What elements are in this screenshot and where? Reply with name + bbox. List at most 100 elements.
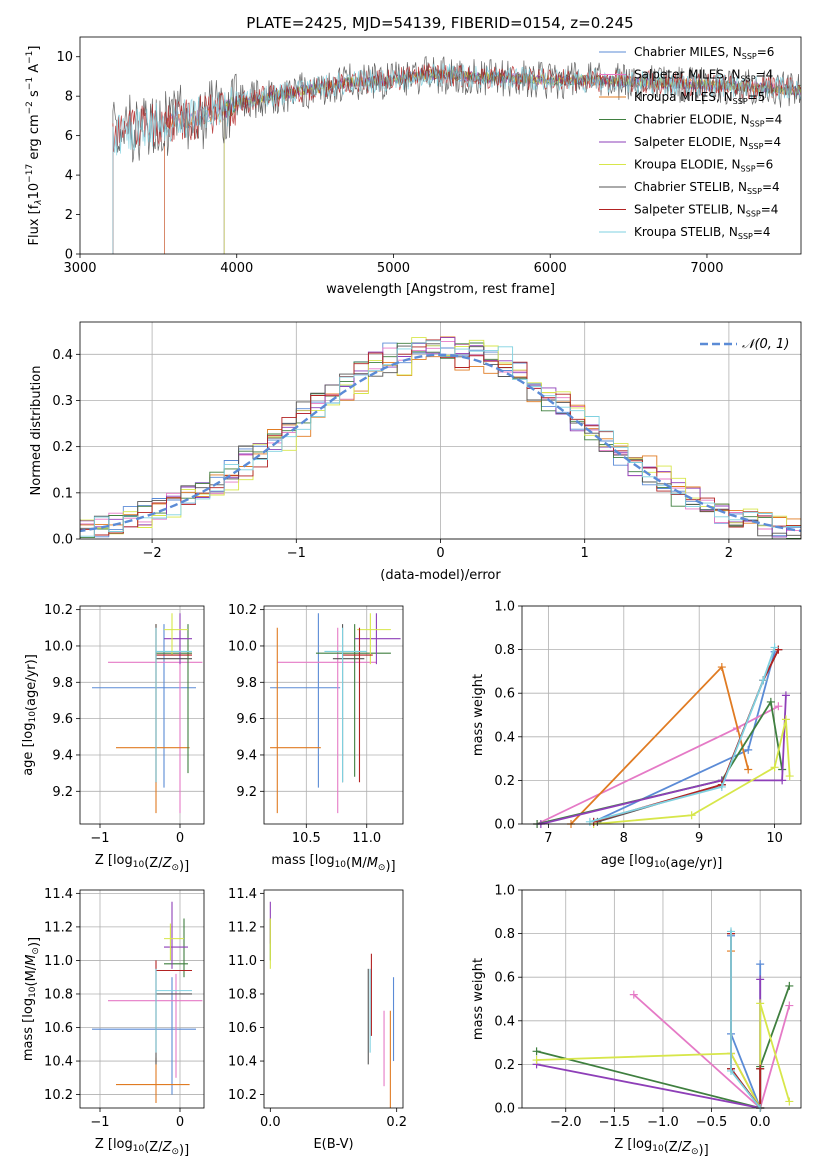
- weight-marker: [774, 702, 783, 711]
- y-axis-label: age [log10(age/yr)]: [21, 654, 39, 776]
- y-tick-label: 0.4: [494, 730, 515, 745]
- x-tick-label: 7000: [690, 261, 723, 276]
- age-vs-mass-panel: 10.5 11.0 9.2 9.4 9.6 9.8 10.0 10.2 mass [log10(…: [228, 603, 404, 874]
- weight-marker: [785, 1001, 794, 1010]
- weight-marker: [766, 697, 775, 706]
- weight-line-1: [536, 705, 779, 825]
- y-tick-label: 11.0: [228, 954, 257, 969]
- weight-marker: [744, 765, 753, 774]
- y-axis-label: mass weight: [471, 958, 486, 1040]
- weight-marker: [774, 645, 783, 654]
- weight-marker: [756, 1064, 765, 1073]
- y-tick-label: 8: [65, 90, 73, 105]
- x-tick-label: 0: [176, 831, 184, 846]
- weight-marker: [717, 782, 726, 791]
- normal-curve: [80, 353, 801, 533]
- y-tick-label: 0.0: [52, 533, 73, 548]
- x-axis-label: (data-model)/error: [380, 568, 501, 583]
- y-tick-label: 0.0: [494, 1102, 515, 1117]
- x-tick-label: 0.0: [750, 1115, 771, 1130]
- axes-frame: [521, 889, 802, 1109]
- y-tick-label: 0.3: [52, 394, 73, 409]
- y-tick-label: 10.6: [44, 1021, 73, 1036]
- x-tick-label: −0.5: [696, 1115, 728, 1130]
- spectrum-series-8: [112, 63, 801, 254]
- x-tick-label: 1: [581, 546, 589, 561]
- y-tick-label: 10.2: [44, 1088, 73, 1103]
- y-tick-label: 10.6: [228, 1021, 257, 1036]
- y-tick-label: 10.4: [44, 1055, 73, 1070]
- residuals-panel: −2 −1 0 1 2 0.0 0.1 0.2 0.3 0.4 (data-model)/error…: [29, 321, 802, 583]
- weight-marker: [778, 776, 787, 785]
- weight-marker: [756, 960, 765, 969]
- weight-marker: [727, 1066, 736, 1075]
- y-tick-label: 11.4: [228, 887, 257, 902]
- x-axis-label: age [log10(age/yr)]: [601, 853, 723, 871]
- x-tick-label: −1: [287, 546, 306, 561]
- normal-legend-label: 𝒩(0, 1): [742, 337, 789, 352]
- y-tick-label: 0.8: [494, 927, 515, 942]
- x-tick-label: −1: [90, 831, 109, 846]
- age-vs-metallicity-panel: −1 0 9.2 9.4 9.6 9.8 10.0 10.2 Z [log10(Z/Z⊙)] ag…: [21, 603, 205, 874]
- y-tick-label: 10.2: [44, 603, 73, 618]
- weight-line-4: [536, 979, 762, 1110]
- weight-marker: [756, 999, 765, 1008]
- y-tick-label: 10.2: [228, 603, 257, 618]
- x-tick-label: 0: [176, 1115, 184, 1130]
- x-tick-label: 0.0: [260, 1115, 281, 1130]
- axes-frame: [79, 889, 205, 1109]
- weight-marker: [756, 975, 765, 984]
- weight-marker: [532, 1047, 541, 1056]
- x-tick-label: 10.5: [292, 831, 321, 846]
- y-tick-label: 9.2: [52, 785, 73, 800]
- mass-vs-metallicity-points: [92, 901, 203, 1103]
- y-tick-label: 0.2: [494, 1058, 515, 1073]
- legend-label: Kroupa ELODIE, NSSP=6: [634, 158, 773, 174]
- y-tick-label: 1.0: [494, 884, 515, 899]
- y-tick-label: 1.0: [494, 600, 515, 615]
- y-tick-label: 0.0: [494, 818, 515, 833]
- legend-label: Salpeter MILES, NSSP=4: [634, 68, 773, 84]
- histograms: [80, 336, 801, 539]
- y-tick-label: 0.2: [52, 440, 73, 455]
- y-tick-label: 4: [65, 169, 73, 184]
- axes-frame: [521, 605, 802, 825]
- weight-marker: [717, 663, 726, 672]
- y-tick-label: 10.0: [228, 639, 257, 654]
- weight-marker: [781, 691, 790, 700]
- y-tick-label: 0: [65, 248, 73, 263]
- axes-frame: [263, 605, 404, 825]
- y-tick-label: 10.8: [228, 987, 257, 1002]
- mass-weight-vs-age-lines: [533, 643, 794, 828]
- x-tick-label: 0.2: [386, 1115, 407, 1130]
- y-tick-label: 0.6: [494, 687, 515, 702]
- y-tick-label: 11.2: [44, 920, 73, 935]
- y-tick-label: 9.2: [236, 785, 257, 800]
- y-tick-label: 11.0: [44, 954, 73, 969]
- y-tick-label: 6: [65, 129, 73, 144]
- x-tick-label: 3000: [63, 261, 96, 276]
- weight-marker: [744, 745, 753, 754]
- legend-label: Salpeter ELODIE, NSSP=4: [634, 135, 781, 151]
- y-tick-label: 2: [65, 208, 73, 223]
- x-axis-label: E(B-V): [313, 1137, 353, 1152]
- x-tick-label: 8: [620, 831, 628, 846]
- axes-frame: [79, 36, 802, 255]
- legend-label: Chabrier ELODIE, NSSP=4: [634, 113, 782, 129]
- x-tick-label: 9: [695, 831, 703, 846]
- legend-label: Kroupa STELIB, NSSP=4: [634, 225, 771, 241]
- spectrum-series-6: [112, 55, 801, 254]
- weight-marker: [781, 715, 790, 724]
- x-tick-label: 2: [725, 546, 733, 561]
- spectrum-panel: 3000 4000 5000 6000 7000 0 2 4 6 8 10 wavelength [A…: [25, 36, 802, 297]
- spectrum-y-axis-label: Flux [fλ10−17 erg cm−2 s−1 A−1]: [25, 46, 44, 246]
- spectrum-legend: Chabrier MILES, NSSP=6 Salpeter MILES, NS…: [599, 45, 782, 241]
- legend-label: Chabrier STELIB, NSSP=4: [634, 180, 780, 196]
- legend-label: Chabrier MILES, NSSP=6: [634, 45, 774, 61]
- mass-weight-vs-age-panel: 7 8 9 10 0.0 0.2 0.4 0.6 0.8 1.0 age [log10(age/yr…: [471, 600, 802, 871]
- y-tick-label: 10.0: [44, 639, 73, 654]
- weight-marker: [785, 772, 794, 781]
- y-axis-label: Normed distribution: [29, 366, 44, 496]
- mass-vs-extinction-panel: 0.0 0.2 10.2 10.4 10.6 10.8 11.0 11.2 11.4 E(B-V): [228, 887, 407, 1152]
